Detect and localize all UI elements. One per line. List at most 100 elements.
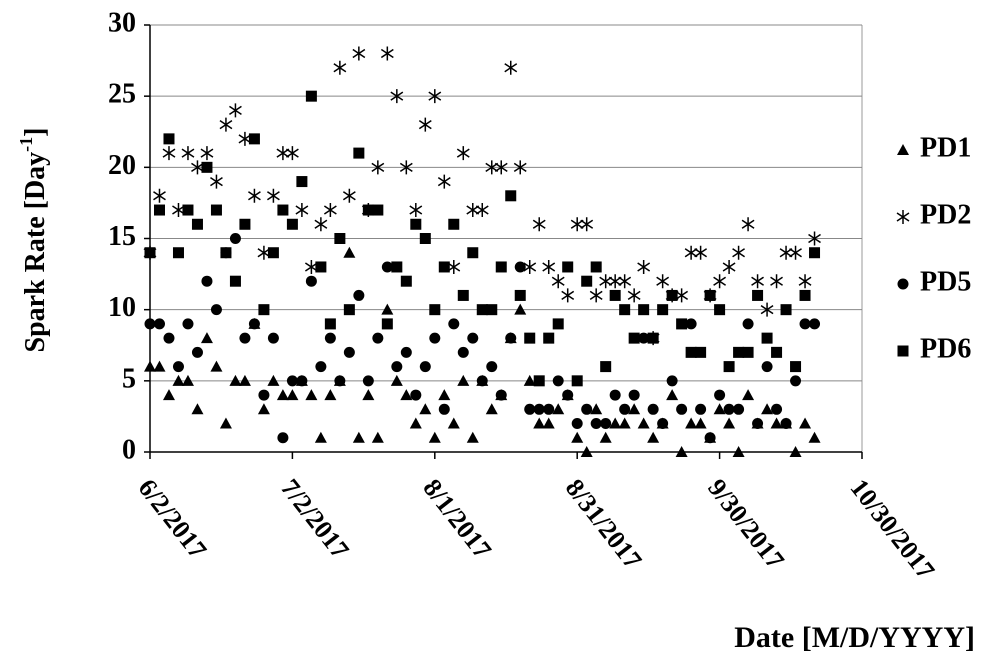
point [342,188,356,203]
point [514,303,527,315]
point [315,261,327,273]
marker-shape [334,375,346,387]
marker-shape [494,160,508,175]
marker-shape [372,204,384,216]
point [428,89,442,104]
point [248,188,261,203]
marker-shape [656,274,670,289]
marker-shape [571,418,583,430]
x-tick-label: 6/2/2017 [133,474,213,565]
point [486,361,498,373]
marker-shape [448,318,460,330]
marker-shape [343,346,355,358]
point [409,203,423,218]
point [437,174,451,189]
marker-shape [191,346,203,358]
marker-shape [352,431,365,443]
marker-shape [409,203,423,218]
y-tick-label: 15 [108,221,136,252]
marker-shape [391,261,403,273]
marker-shape [144,360,156,372]
marker-shape [258,304,270,316]
point [418,117,432,132]
marker-shape [144,247,156,259]
marker-shape [666,389,679,401]
point [542,259,556,274]
point [619,403,631,415]
point [201,161,213,173]
marker-shape [428,431,441,443]
point [752,289,764,301]
point [676,403,688,415]
marker-shape [590,261,602,273]
marker-shape [713,274,727,289]
point [485,160,499,175]
marker-shape [239,218,251,230]
legend-label: PD5 [920,266,971,297]
marker-shape [399,160,413,175]
point [286,218,298,230]
point [429,332,441,344]
point [362,375,374,387]
y-tick-label: 5 [122,363,136,394]
point [609,289,621,301]
point [761,332,773,344]
marker-shape [609,289,621,301]
point [742,318,754,330]
point [752,418,764,430]
point [808,231,821,246]
point [419,403,432,415]
marker-shape [286,375,298,387]
point [723,361,735,373]
point [808,431,821,443]
point [229,233,241,244]
point [162,146,176,161]
marker-shape [371,160,385,175]
point [200,332,213,344]
point [400,346,412,358]
point [618,274,632,289]
marker-shape [456,146,470,161]
marker-shape [153,360,166,372]
marker-shape [647,403,659,415]
point [144,247,156,259]
marker-shape [628,403,641,415]
point [352,46,366,61]
point [305,275,317,287]
point [182,318,194,330]
point [732,245,746,260]
marker-shape [571,375,583,387]
point [220,247,232,259]
point [239,218,251,230]
marker-shape [733,403,745,415]
marker-shape [514,261,526,273]
point [153,188,166,203]
marker-shape [162,389,175,401]
marker-shape [380,46,394,61]
marker-shape [362,204,374,216]
marker-shape [239,332,251,344]
marker-shape [485,160,499,175]
marker-shape [770,274,783,289]
marker-shape [695,403,707,415]
marker-shape [896,210,910,224]
marker-shape [381,303,394,315]
marker-shape [551,274,565,289]
point [495,261,507,273]
marker-shape [695,346,707,358]
point [248,133,260,145]
point [798,274,812,289]
point [381,261,393,273]
point [732,446,745,457]
marker-shape [419,403,432,415]
marker-shape [457,374,470,386]
point [267,247,279,259]
point [637,417,650,429]
marker-shape [542,417,555,429]
marker-shape [267,332,279,344]
point [380,46,394,61]
point [314,431,327,443]
point [714,389,726,401]
point [163,133,175,145]
point [305,389,318,401]
